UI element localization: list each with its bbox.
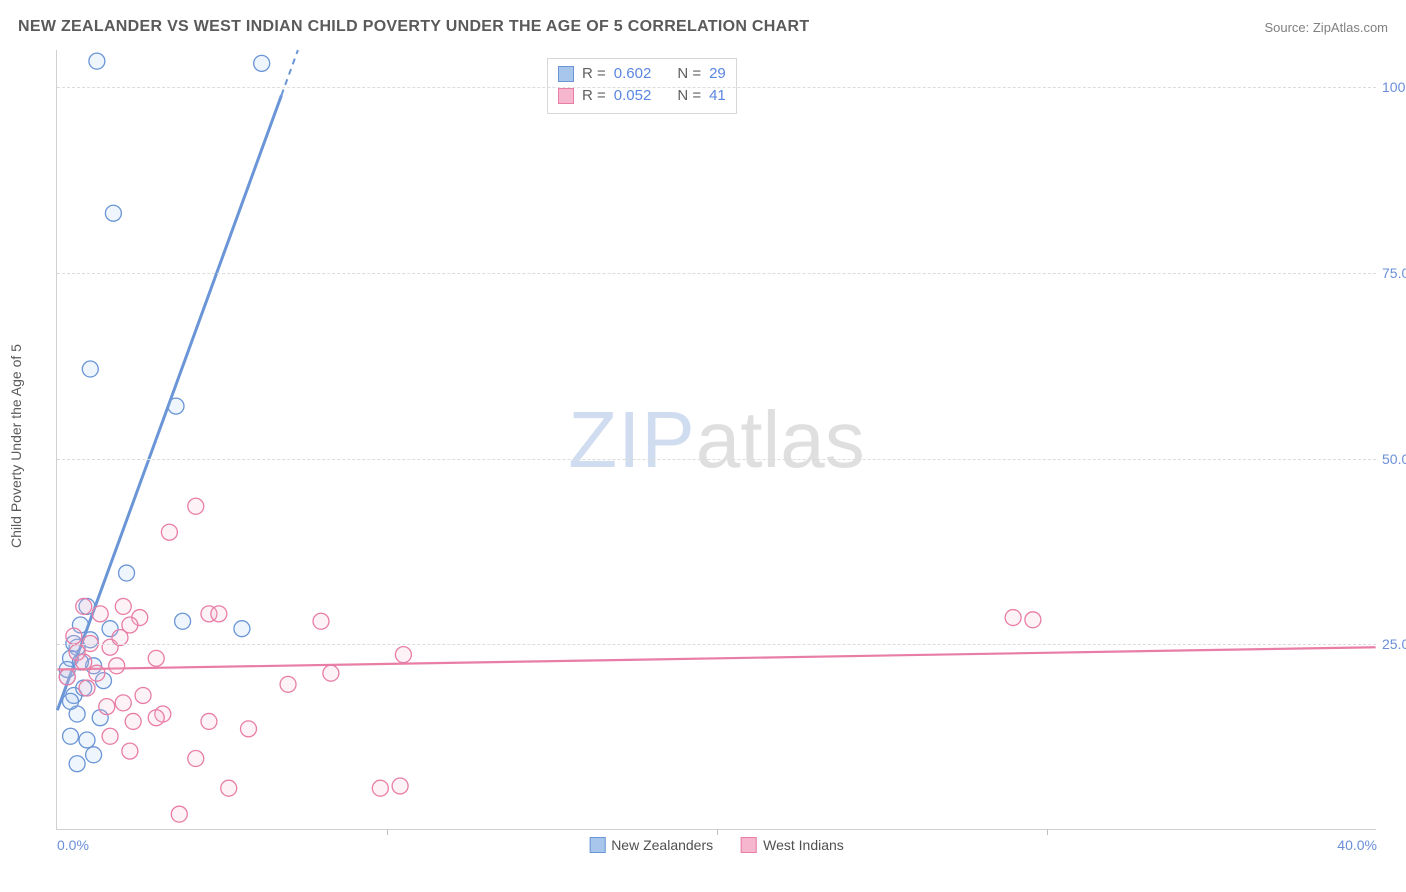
stat-n-label: N = (677, 85, 701, 107)
scatter-point (59, 669, 75, 685)
scatter-point (86, 747, 102, 763)
scatter-point (112, 630, 128, 646)
stat-r-value: 0.052 (614, 85, 652, 107)
scatter-point (69, 756, 85, 772)
scatter-point (135, 687, 151, 703)
stat-r-value: 0.602 (614, 63, 652, 85)
scatter-point (79, 680, 95, 696)
scatter-point (168, 398, 184, 414)
legend-swatch (558, 66, 574, 82)
xtick (717, 829, 718, 835)
trend-line-dashed (281, 50, 297, 95)
scatter-point (122, 743, 138, 759)
stat-r-label: R = (582, 63, 606, 85)
legend-stats-box: R = 0.602 N = 29 R = 0.052 N = 41 (547, 58, 737, 114)
ytick-label: 75.0% (1382, 265, 1406, 281)
scatter-point (66, 628, 82, 644)
scatter-point (99, 699, 115, 715)
scatter-point (79, 732, 95, 748)
ytick-label: 100.0% (1382, 79, 1406, 95)
scatter-point (1025, 612, 1041, 628)
scatter-point (221, 780, 237, 796)
xtick-label: 0.0% (57, 837, 89, 853)
legend-series-item: New Zealanders (589, 837, 713, 853)
legend-series-label: New Zealanders (611, 837, 713, 853)
scatter-point (76, 598, 92, 614)
legend-series-item: West Indians (741, 837, 844, 853)
plot-area: ZIPatlas R =0.602N =29R =0.052N =41 New … (56, 50, 1376, 830)
scatter-point (82, 361, 98, 377)
scatter-point (313, 613, 329, 629)
chart-title: NEW ZEALANDER VS WEST INDIAN CHILD POVER… (18, 18, 809, 36)
scatter-point (125, 713, 141, 729)
scatter-point (234, 621, 250, 637)
xtick (387, 829, 388, 835)
scatter-point (241, 721, 257, 737)
scatter-point (171, 806, 187, 822)
scatter-point (105, 205, 121, 221)
scatter-point (161, 524, 177, 540)
scatter-point (395, 647, 411, 663)
scatter-point (102, 728, 118, 744)
scatter-point (63, 693, 79, 709)
scatter-point (115, 598, 131, 614)
scatter-point (63, 728, 79, 744)
xtick-label: 40.0% (1337, 837, 1377, 853)
scatter-point (148, 710, 164, 726)
legend-stats-row: R = 0.602 N = 29 (558, 63, 726, 85)
legend-series: New Zealanders West Indians (589, 837, 844, 853)
y-axis-label: Child Poverty Under the Age of 5 (8, 344, 24, 548)
scatter-point (69, 644, 85, 660)
xtick (1047, 829, 1048, 835)
scatter-point (148, 650, 164, 666)
gridline (57, 644, 1376, 645)
stat-n-value: 29 (709, 63, 726, 85)
scatter-point (175, 613, 191, 629)
scatter-point (119, 565, 135, 581)
gridline (57, 273, 1376, 274)
stat-n-value: 41 (709, 85, 726, 107)
legend-series-label: West Indians (763, 837, 844, 853)
scatter-point (188, 751, 204, 767)
scatter-point (92, 606, 108, 622)
stat-r-label: R = (582, 85, 606, 107)
scatter-point (89, 53, 105, 69)
stat-n-label: N = (677, 63, 701, 85)
scatter-point (280, 676, 296, 692)
scatter-point (109, 658, 125, 674)
ytick-label: 50.0% (1382, 451, 1406, 467)
legend-swatch (741, 837, 757, 853)
scatter-point (392, 778, 408, 794)
source-attribution: Source: ZipAtlas.com (1264, 20, 1388, 35)
legend-stats-row: R = 0.052 N = 41 (558, 85, 726, 107)
scatter-point (188, 498, 204, 514)
legend-swatch (589, 837, 605, 853)
chart-svg (57, 50, 1376, 829)
scatter-point (211, 606, 227, 622)
gridline (57, 87, 1376, 88)
scatter-point (323, 665, 339, 681)
scatter-point (254, 55, 270, 71)
scatter-point (115, 695, 131, 711)
ytick-label: 25.0% (1382, 636, 1406, 652)
scatter-point (89, 665, 105, 681)
legend-swatch (558, 88, 574, 104)
trend-line (57, 647, 1375, 669)
scatter-point (201, 713, 217, 729)
gridline (57, 459, 1376, 460)
scatter-point (372, 780, 388, 796)
scatter-point (1005, 610, 1021, 626)
